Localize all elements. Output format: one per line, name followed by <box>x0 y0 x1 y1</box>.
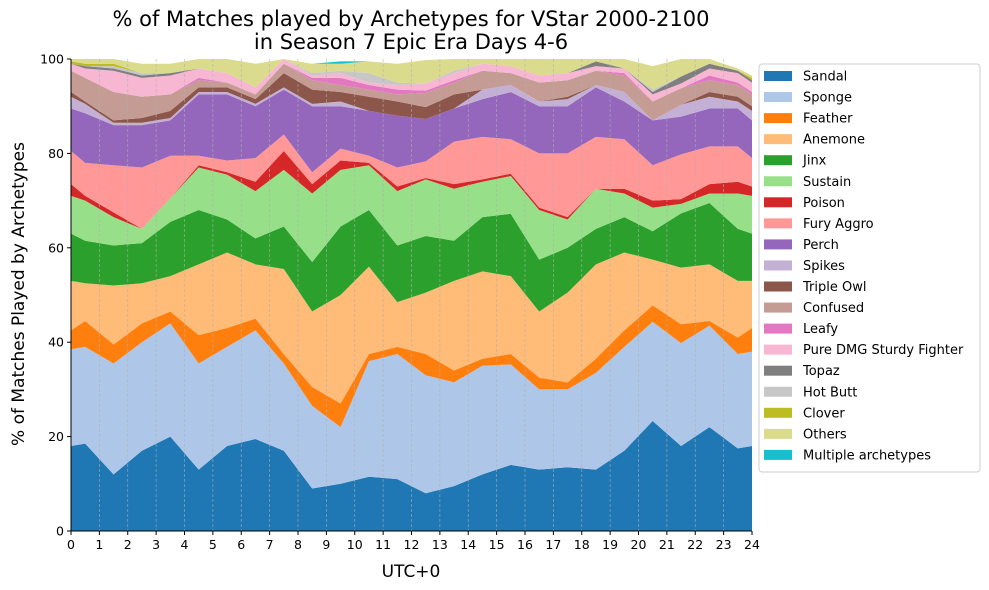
legend-label-perch: Perch <box>803 238 839 253</box>
legend-label-confused: Confused <box>803 301 864 316</box>
x-tick-label: 0 <box>67 537 75 552</box>
area-confused <box>71 63 752 121</box>
legend-swatch-sustain <box>764 176 792 187</box>
y-tick-label: 80 <box>48 146 64 161</box>
legend-swatch-topaz <box>764 365 792 376</box>
y-tick-label: 0 <box>56 524 64 539</box>
x-tick-label: 13 <box>432 537 448 552</box>
x-tick-label: 17 <box>545 537 561 552</box>
x-tick-label: 11 <box>375 537 391 552</box>
legend-swatch-triple-owl <box>764 281 792 292</box>
legend-label-anemone: Anemone <box>803 133 865 148</box>
x-tick-label: 20 <box>631 537 647 552</box>
legend-swatch-spikes <box>764 260 792 271</box>
legend-label-others: Others <box>803 427 847 442</box>
legend-swatch-perch <box>764 239 792 250</box>
x-tick-label: 2 <box>124 537 132 552</box>
legend-label-pure-dmg-sturdy-fighter: Pure DMG Sturdy Fighter <box>803 343 964 358</box>
area-sandal <box>71 421 752 531</box>
x-tick-label: 14 <box>460 537 476 552</box>
x-tick-label: 1 <box>95 537 103 552</box>
x-tick-label: 22 <box>687 537 703 552</box>
legend-swatch-fury-aggro <box>764 218 792 229</box>
x-tick-label: 5 <box>209 537 217 552</box>
y-tick-label: 40 <box>48 335 64 350</box>
x-tick-label: 3 <box>152 537 160 552</box>
legend-label-jinx: Jinx <box>802 154 827 169</box>
x-tick-label: 16 <box>517 537 533 552</box>
legend-swatch-poison <box>764 197 792 208</box>
x-tick-label: 7 <box>266 537 274 552</box>
x-tick-label: 15 <box>489 537 505 552</box>
legend-swatch-jinx <box>764 155 792 166</box>
area-topaz <box>71 59 752 95</box>
area-triple-owl <box>71 73 752 123</box>
y-axis-label: % of Matches Played by Archetypes <box>9 142 29 446</box>
legend-swatch-confused <box>764 302 792 313</box>
y-tick-label: 20 <box>48 429 64 444</box>
x-tick-label: 9 <box>322 537 330 552</box>
legend-swatch-clover <box>764 407 792 418</box>
legend-label-spikes: Spikes <box>803 259 845 274</box>
legend-label-poison: Poison <box>803 196 845 211</box>
legend-label-multiple-archetypes: Multiple archetypes <box>803 448 931 463</box>
legend-swatch-pure-dmg-sturdy-fighter <box>764 344 792 355</box>
legend-swatch-leafy <box>764 323 792 334</box>
x-tick-label: 8 <box>294 537 302 552</box>
x-tick-label: 10 <box>347 537 363 552</box>
legend-label-leafy: Leafy <box>803 322 838 337</box>
legend-swatch-sandal <box>764 71 792 81</box>
vertical-gridlines <box>99 59 724 531</box>
x-tick-label: 6 <box>237 537 245 552</box>
x-tick-label: 23 <box>716 537 732 552</box>
legend-label-fury-aggro: Fury Aggro <box>803 217 874 232</box>
legend-frame <box>758 63 981 473</box>
x-tick-label: 18 <box>574 537 590 552</box>
plot-area: 0 1 2 3 4 5 6 7 8 9 10 11 12 13 14 15 16 17 18 19 20 21 22 23 24… <box>40 52 760 553</box>
legend-label-triple-owl: Triple Owl <box>802 280 866 295</box>
legend-label-sandal: Sandal <box>803 70 847 85</box>
legend-swatch-hot-butt <box>764 386 792 397</box>
legend-swatch-sponge <box>764 92 792 103</box>
legend-label-feather: Feather <box>803 112 853 127</box>
legend-swatch-anemone <box>764 134 792 145</box>
chart-title-line-1: % of Matches played by Archetypes for VS… <box>113 7 710 31</box>
x-axis-label: UTC+0 <box>382 562 441 582</box>
x-tick-label: 24 <box>744 537 760 552</box>
area-poison <box>71 151 752 229</box>
legend-label-clover: Clover <box>803 406 845 421</box>
legend: Sandal Sponge Feather Anemone Jinx Sustain Poi… <box>758 63 981 473</box>
legend-label-hot-butt: Hot Butt <box>803 385 857 400</box>
x-tick-label: 21 <box>659 537 675 552</box>
x-tick-label: 12 <box>404 537 420 552</box>
x-tick-label: 19 <box>602 537 618 552</box>
legend-swatch-others <box>764 428 792 439</box>
y-tick-label: 60 <box>48 240 64 255</box>
legend-swatch-feather <box>764 113 792 124</box>
y-tick-label: 100 <box>40 52 64 67</box>
legend-label-sustain: Sustain <box>803 175 851 190</box>
x-tick-label: 4 <box>181 537 189 552</box>
legend-label-sponge: Sponge <box>803 91 852 106</box>
legend-swatch-multiple-archetypes <box>764 449 792 460</box>
chart-title-line-2: in Season 7 Epic Era Days 4-6 <box>254 30 568 54</box>
axes: 0 1 2 3 4 5 6 7 8 9 10 11 12 13 14 15 16 17 18 19 20 21 22 23 24… <box>40 52 760 553</box>
legend-label-topaz: Topaz <box>802 364 840 379</box>
